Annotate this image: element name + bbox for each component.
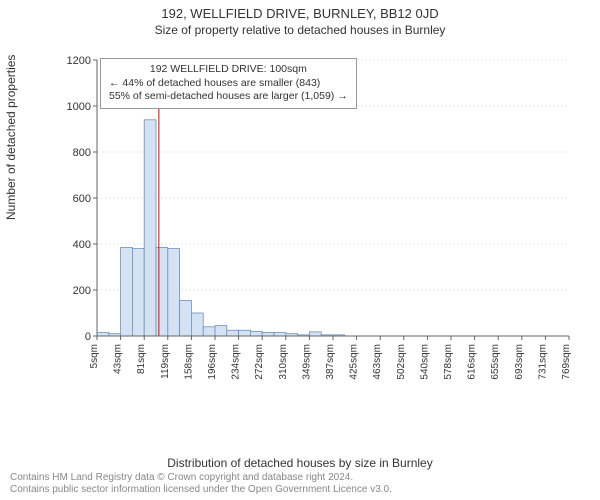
x-tick-label: 234sqm: [231, 344, 242, 380]
page-subtitle: Size of property relative to detached ho…: [0, 23, 600, 37]
histogram-bar: [180, 300, 192, 336]
y-axis-label: Number of detached properties: [4, 55, 18, 220]
x-tick-label: 43sqm: [113, 344, 124, 374]
x-tick-label: 119sqm: [160, 344, 171, 379]
histogram-bar: [203, 327, 215, 336]
svg-text:800: 800: [73, 147, 91, 159]
histogram-bar: [121, 247, 133, 336]
title-block: 192, WELLFIELD DRIVE, BURNLEY, BB12 0JD …: [0, 0, 600, 37]
x-tick-label: 540sqm: [419, 344, 430, 380]
x-tick-label: 655sqm: [490, 344, 501, 380]
legend-line-2: ← 44% of detached houses are smaller (84…: [109, 77, 348, 91]
x-tick-label: 578sqm: [443, 344, 454, 380]
legend-line-3: 55% of semi-detached houses are larger (…: [109, 90, 348, 104]
svg-text:400: 400: [73, 239, 91, 251]
x-tick-label: 425sqm: [349, 344, 360, 380]
footer-line-2: Contains public sector information licen…: [10, 484, 392, 496]
x-tick-label: 731sqm: [537, 344, 548, 380]
x-tick-label: 769sqm: [561, 344, 572, 380]
histogram-bar: [250, 331, 262, 336]
x-tick-label: 272sqm: [254, 344, 265, 380]
page-title: 192, WELLFIELD DRIVE, BURNLEY, BB12 0JD: [0, 6, 600, 21]
x-tick-label: 5sqm: [89, 344, 100, 368]
x-tick-label: 349sqm: [301, 344, 312, 380]
histogram-bar: [144, 120, 156, 336]
svg-text:0: 0: [85, 331, 91, 343]
histogram-bar: [215, 326, 227, 336]
footer-line-1: Contains HM Land Registry data © Crown c…: [10, 472, 392, 484]
chart-container: 192, WELLFIELD DRIVE, BURNLEY, BB12 0JD …: [0, 0, 600, 500]
x-tick-label: 387sqm: [325, 344, 336, 380]
histogram-bar: [132, 249, 144, 336]
histogram-bar: [97, 333, 109, 336]
svg-text:200: 200: [73, 285, 91, 297]
x-tick-label: 616sqm: [467, 344, 478, 380]
svg-text:600: 600: [73, 193, 91, 205]
svg-text:1000: 1000: [67, 101, 91, 113]
x-tick-label: 158sqm: [183, 344, 194, 380]
svg-text:1200: 1200: [67, 56, 91, 67]
x-tick-label: 693sqm: [514, 344, 525, 380]
legend-line-1: 192 WELLFIELD DRIVE: 100sqm: [109, 63, 348, 77]
histogram-bar: [156, 247, 168, 336]
histogram-bar: [239, 330, 251, 336]
x-tick-label: 310sqm: [278, 344, 289, 380]
x-tick-label: 502sqm: [396, 344, 407, 380]
x-tick-label: 463sqm: [372, 344, 383, 380]
histogram-bar: [227, 330, 239, 336]
histogram-bar: [168, 249, 180, 336]
histogram-bar: [262, 333, 274, 336]
legend-box: 192 WELLFIELD DRIVE: 100sqm ← 44% of det…: [100, 58, 357, 109]
histogram-bar: [191, 313, 203, 336]
x-tick-label: 81sqm: [136, 344, 147, 374]
histogram-bar: [309, 332, 321, 336]
x-axis-label: Distribution of detached houses by size …: [0, 456, 600, 470]
footer-attribution: Contains HM Land Registry data © Crown c…: [10, 472, 392, 496]
x-tick-label: 196sqm: [207, 344, 218, 380]
histogram-bar: [274, 333, 286, 336]
